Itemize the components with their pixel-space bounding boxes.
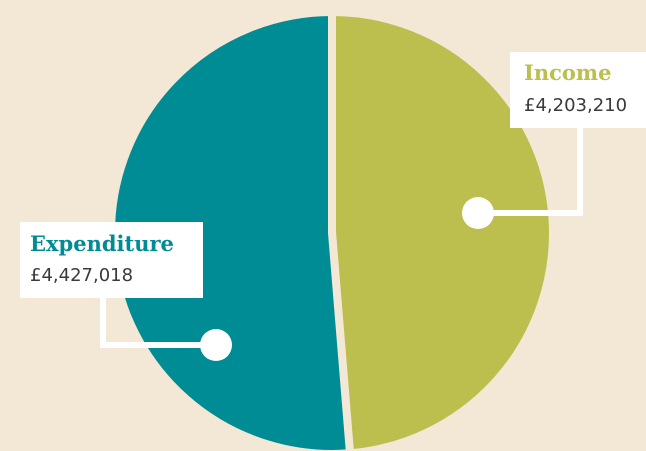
connector-dot xyxy=(462,197,494,229)
connector xyxy=(100,295,216,348)
connector-dot xyxy=(200,329,232,361)
connector xyxy=(478,125,583,216)
label-box xyxy=(20,222,203,298)
slice xyxy=(328,8,557,451)
label-box xyxy=(510,52,646,128)
slice-value: £4,203,210 xyxy=(524,95,627,116)
slice-name: Income xyxy=(524,60,611,85)
slice-name: Expenditure xyxy=(30,231,174,256)
slice-value: £4,427,018 xyxy=(30,265,133,286)
pie xyxy=(107,8,557,451)
callouts xyxy=(20,52,646,361)
